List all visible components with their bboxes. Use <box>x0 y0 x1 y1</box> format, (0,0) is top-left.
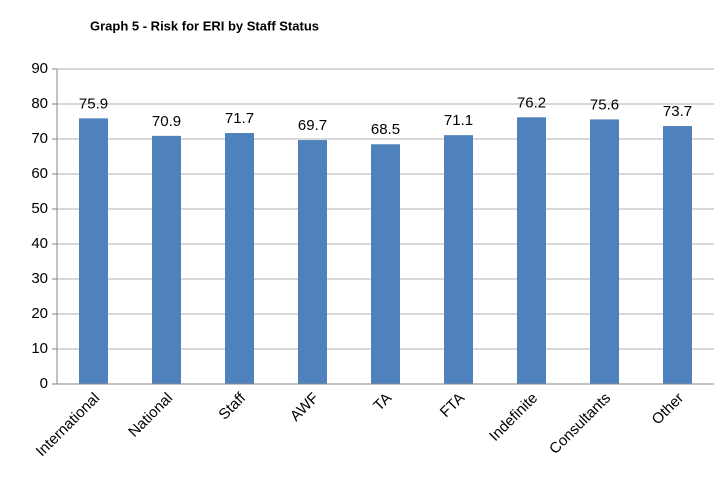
data-label: 69.7 <box>298 117 327 134</box>
y-tick-label: 10 <box>31 340 48 357</box>
x-tick-label: International <box>33 390 103 460</box>
bar <box>298 140 327 384</box>
y-tick-label: 60 <box>31 165 48 182</box>
y-tick-label: 70 <box>31 130 48 147</box>
bar <box>371 144 400 384</box>
x-tick-label: FTA <box>437 390 468 421</box>
chart-title: Graph 5 - Risk for ERI by Staff Status <box>90 18 319 33</box>
data-label: 71.7 <box>225 110 254 127</box>
x-tick-label: TA <box>370 390 395 415</box>
y-tick-label: 20 <box>31 305 48 322</box>
bar <box>225 133 254 384</box>
data-label: 75.9 <box>79 95 108 112</box>
data-label: 68.5 <box>371 121 400 138</box>
bar <box>517 117 546 385</box>
x-tick-label: Staff <box>215 389 249 423</box>
bar <box>444 135 473 384</box>
y-tick-label: 0 <box>40 375 48 392</box>
x-tick-label: National <box>125 390 176 441</box>
bar <box>79 118 108 384</box>
data-label: 76.2 <box>517 94 546 111</box>
bar <box>590 119 619 385</box>
y-tick-label: 30 <box>31 270 48 287</box>
x-tick-label: AWF <box>287 390 322 425</box>
x-tick-label: Consultants <box>546 390 614 458</box>
bar <box>152 135 181 384</box>
data-label: 73.7 <box>663 103 692 120</box>
data-label: 70.9 <box>152 113 181 130</box>
y-tick-label: 80 <box>31 95 48 112</box>
x-tick-label: Other <box>649 390 688 429</box>
y-tick-label: 90 <box>31 60 48 77</box>
data-label: 75.6 <box>590 96 619 113</box>
y-tick-label: 40 <box>31 235 48 252</box>
y-tick-label: 50 <box>31 200 48 217</box>
x-tick-label: Indefinite <box>486 390 541 445</box>
bar <box>663 126 692 385</box>
data-label: 71.1 <box>444 112 473 129</box>
